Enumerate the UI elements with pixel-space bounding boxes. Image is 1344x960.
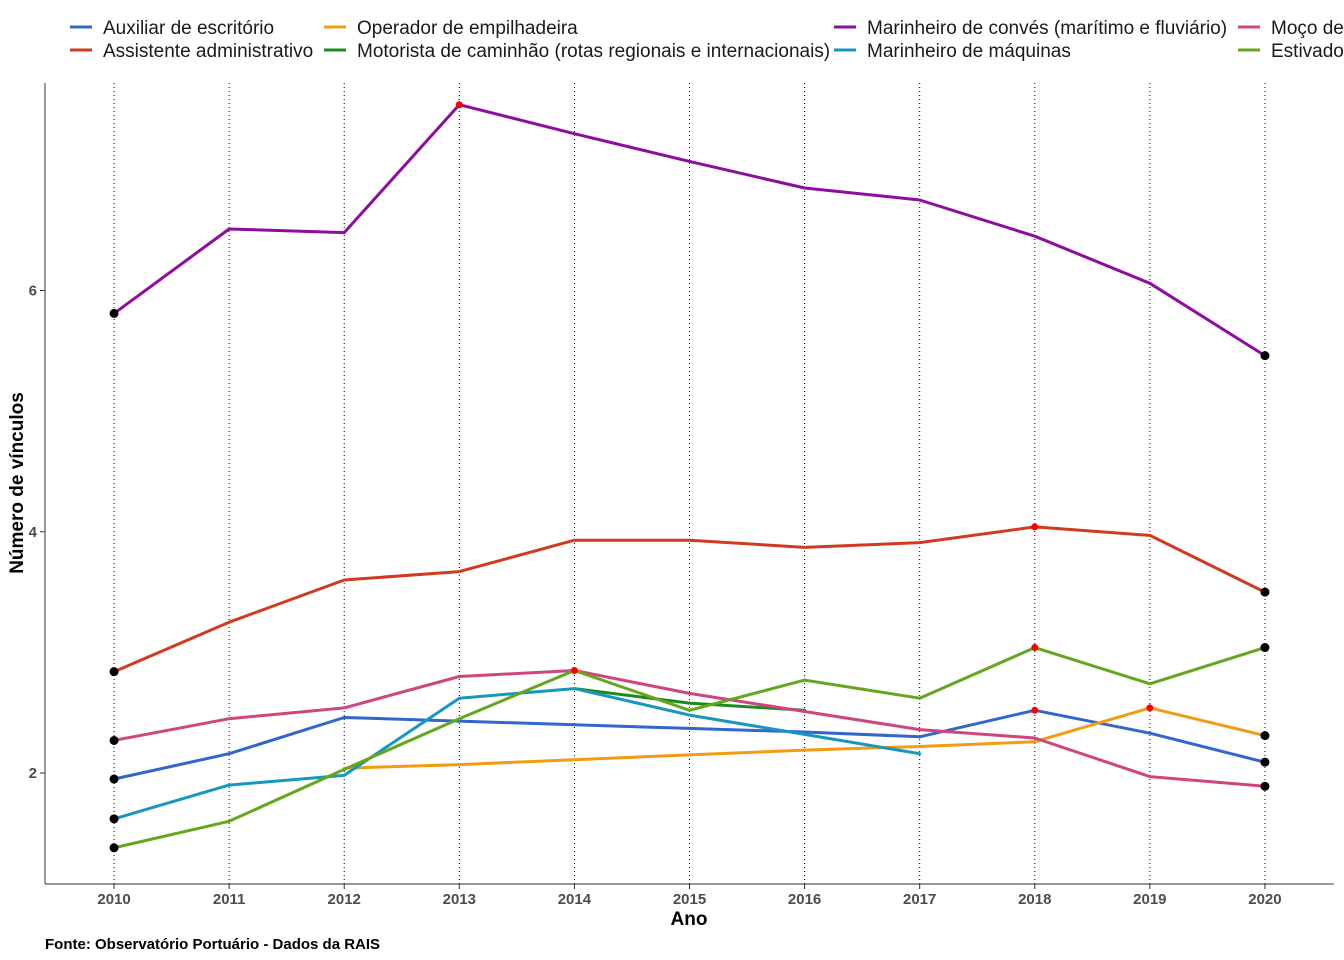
- point-marker-0-2010: [109, 774, 119, 784]
- y-tick-label: 2: [29, 765, 37, 782]
- x-ticks: 2010 2011 2012 2013 2014 2015 2016 2017 2018 2019…: [97, 884, 1282, 908]
- point-marker-4-2010: [109, 308, 119, 318]
- series-line-1: [112, 525, 1267, 674]
- point-marker-4-2013: [455, 101, 463, 109]
- point-marker-1-2018: [1031, 523, 1039, 531]
- point-marker-5-2010: [109, 814, 119, 824]
- series-line-6: [112, 669, 1267, 788]
- legend-label-0: Auxiliar de escritório: [103, 18, 274, 39]
- point-marker-0-2018: [1031, 706, 1039, 714]
- x-tick-label: 2014: [558, 891, 592, 908]
- series-line-5: [112, 687, 922, 821]
- point-marker-6-2010: [109, 735, 119, 745]
- gridlines: [113, 83, 1266, 884]
- point-marker-7-2018: [1031, 644, 1039, 652]
- series-line-0: [112, 708, 1267, 781]
- series-lines: [112, 103, 1267, 850]
- series-line-4: [112, 103, 1267, 358]
- legend-label-6: Moço de: [1271, 18, 1344, 39]
- point-marker-1-2010: [109, 667, 119, 677]
- point-marker-7-2010: [109, 843, 119, 853]
- x-tick-label: 2010: [97, 891, 130, 908]
- point-marker-6-2014: [570, 666, 578, 674]
- x-tick-label: 2012: [328, 891, 361, 908]
- legend-label-3: Motorista de caminhão (rotas regionais e…: [357, 41, 830, 62]
- y-ticks: 2 4 6: [29, 282, 45, 782]
- caption: Fonte: Observatório Portuário - Dados da…: [45, 936, 380, 953]
- x-tick-label: 2017: [903, 891, 936, 908]
- series-line-2: [342, 706, 1267, 770]
- point-marker-2-2019: [1146, 704, 1154, 712]
- series-line-3: [572, 687, 807, 712]
- legend-label-2: Operador de empilhadeira: [357, 18, 578, 39]
- point-marker-7-2020: [1260, 643, 1270, 653]
- legend-label-7: Estivador: [1271, 41, 1344, 62]
- x-tick-label: 2018: [1018, 891, 1051, 908]
- series-line-7: [112, 646, 1267, 850]
- point-marker-0-2020: [1260, 757, 1270, 767]
- series-points: [109, 101, 1270, 853]
- x-tick-label: 2020: [1248, 891, 1281, 908]
- x-tick-label: 2015: [673, 891, 706, 908]
- y-tick-label: 6: [29, 282, 37, 299]
- x-tick-label: 2019: [1133, 891, 1166, 908]
- legend-label-4: Marinheiro de convés (marítimo e fluviár…: [867, 18, 1227, 39]
- point-marker-4-2020: [1260, 351, 1270, 361]
- y-tick-label: 4: [29, 524, 38, 541]
- x-axis-title: Ano: [671, 909, 708, 930]
- x-tick-label: 2013: [443, 891, 476, 908]
- x-tick-label: 2016: [788, 891, 821, 908]
- legend-label-5: Marinheiro de máquinas: [867, 41, 1071, 62]
- x-tick-label: 2011: [213, 891, 246, 908]
- y-axis-title: Número de vínculos: [7, 392, 28, 574]
- point-marker-6-2020: [1260, 781, 1270, 791]
- point-marker-2-2020: [1260, 731, 1270, 741]
- point-marker-1-2020: [1260, 587, 1270, 597]
- legend-label-1: Assistente administrativo: [103, 41, 313, 62]
